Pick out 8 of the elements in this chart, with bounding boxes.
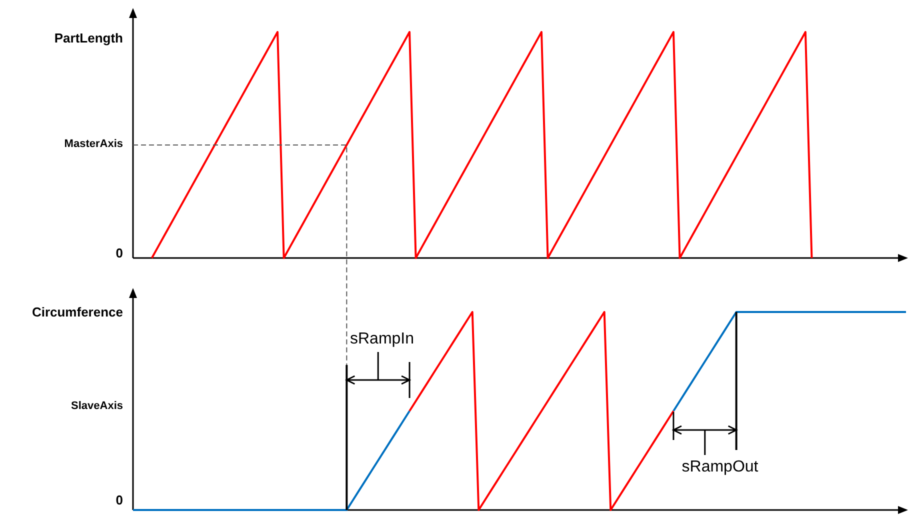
text: 0	[116, 492, 123, 508]
annotation: sRampIn	[350, 330, 414, 348]
text: Circumference	[32, 304, 123, 320]
text: MasterAxis	[64, 138, 123, 150]
text: 0	[116, 246, 123, 261]
text: SlaveAxis	[71, 400, 123, 412]
annotation: sRampOut	[682, 458, 759, 476]
text: PartLength	[54, 30, 124, 46]
